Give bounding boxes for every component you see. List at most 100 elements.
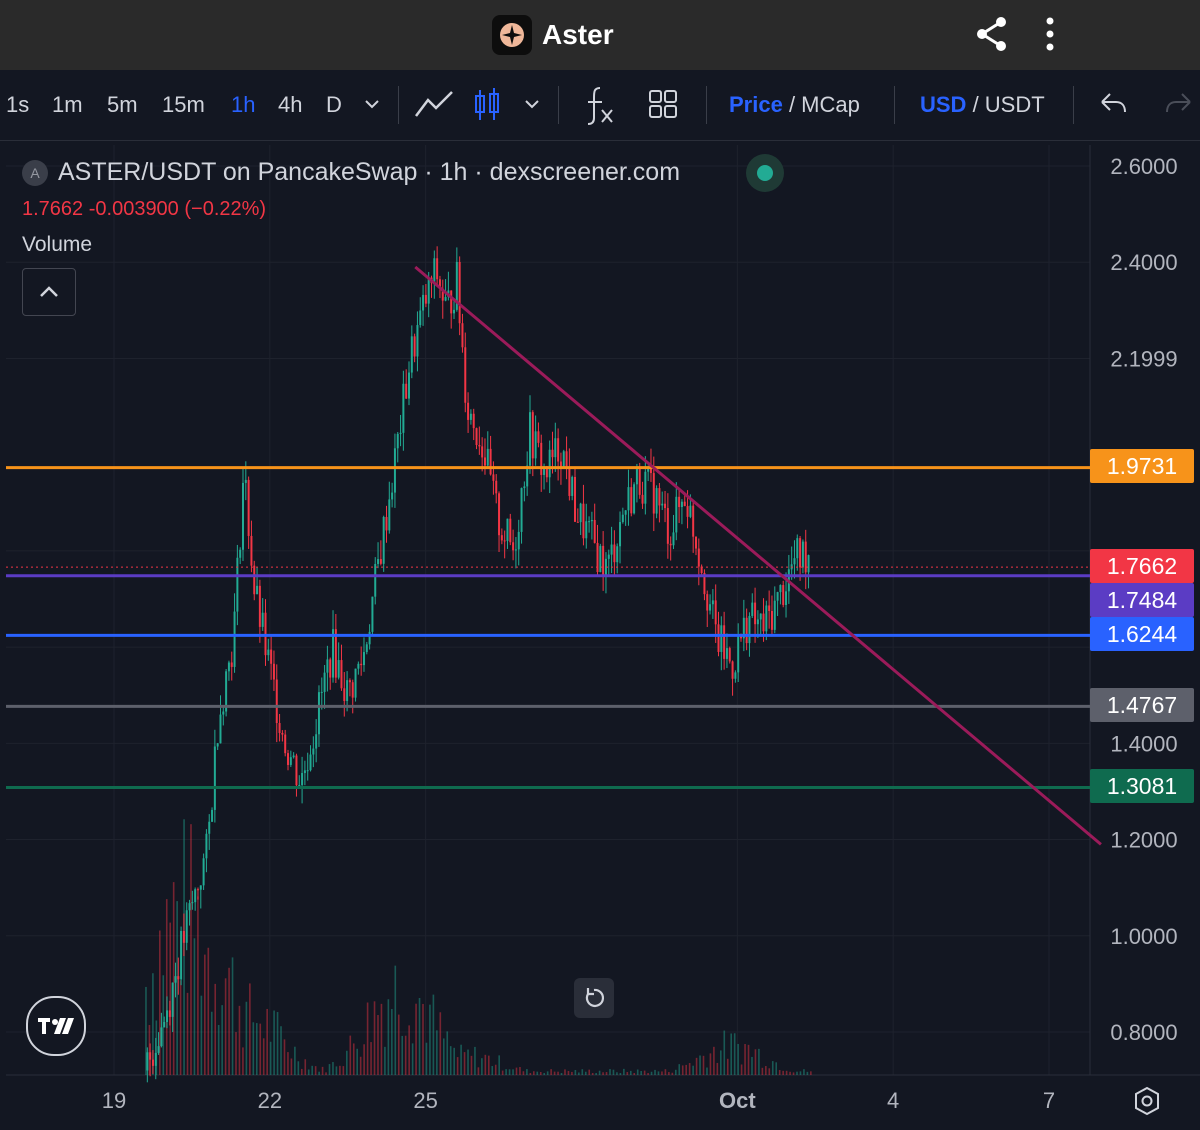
usdt-option[interactable]: USDT xyxy=(984,92,1045,117)
candle-body xyxy=(475,428,478,446)
collapse-legend-button[interactable] xyxy=(22,268,76,316)
candle-body xyxy=(734,672,737,679)
usd-option[interactable]: USD xyxy=(920,92,967,117)
volume-bar xyxy=(792,1072,795,1075)
volume-bar xyxy=(169,922,172,1075)
share-icon[interactable] xyxy=(972,14,1012,54)
volume-bar xyxy=(574,1070,577,1075)
timeframe-4h[interactable]: 4h xyxy=(278,92,303,117)
undo-icon[interactable] xyxy=(1098,70,1128,140)
candle-body xyxy=(613,544,616,563)
candle-body xyxy=(287,753,290,765)
candle-body xyxy=(295,755,298,786)
candle-body xyxy=(413,336,416,357)
price-axis-label: 1.2000 xyxy=(1110,828,1177,853)
timeframe-1h[interactable]: 1h xyxy=(231,92,256,117)
volume-bar xyxy=(650,1071,653,1075)
chart-type-chevron-down-icon[interactable] xyxy=(522,70,542,140)
candlestick-icon[interactable] xyxy=(472,70,502,140)
volume-bar xyxy=(484,1054,487,1075)
more-vertical-icon[interactable] xyxy=(1030,14,1070,54)
candle-body xyxy=(272,663,275,680)
timeframe-1s[interactable]: 1s xyxy=(6,92,30,117)
timeframe-15m[interactable]: 15m xyxy=(162,92,205,117)
candle-body xyxy=(219,714,222,744)
volume-bar xyxy=(342,1066,345,1075)
indicators-fx-icon[interactable] xyxy=(582,70,616,140)
volume-bar xyxy=(640,1071,642,1075)
volume-bar xyxy=(654,1069,656,1075)
timeframe-d[interactable]: D xyxy=(326,92,342,117)
volume-bar xyxy=(564,1069,566,1075)
candle-body xyxy=(498,493,501,536)
volume-bar xyxy=(224,978,227,1075)
volume-bar xyxy=(529,1073,532,1075)
toolbar-divider xyxy=(706,86,707,124)
price-tag-blue: 1.6244 xyxy=(1090,617,1194,651)
timeframe-5m[interactable]: 5m xyxy=(107,92,138,117)
candle-body xyxy=(520,488,523,532)
volume-bar xyxy=(238,1005,241,1075)
market-status-icon[interactable] xyxy=(746,154,784,192)
volume-bar xyxy=(695,1057,698,1075)
toggle-slash: / xyxy=(966,92,985,117)
candle-body xyxy=(323,672,326,692)
timeframe-1m[interactable]: 1m xyxy=(52,92,83,117)
line-chart-icon[interactable] xyxy=(414,70,454,140)
volume-bar xyxy=(190,824,192,1075)
candle-body xyxy=(250,535,253,566)
price-tag-purple: 1.7484 xyxy=(1090,583,1194,617)
currency-toggle[interactable]: USD / USDT xyxy=(920,70,1045,140)
tradingview-logo-icon[interactable] xyxy=(26,996,86,1056)
volume-bar xyxy=(678,1064,681,1075)
volume-bar xyxy=(449,1046,452,1075)
candle-body xyxy=(227,662,230,672)
mcap-option[interactable]: MCap xyxy=(801,92,860,117)
reset-chart-button[interactable] xyxy=(574,978,614,1018)
time-axis: 19 22 25 Oct 4 7 xyxy=(102,1088,1055,1113)
toolbar-divider xyxy=(558,86,559,124)
candle-body xyxy=(154,1052,157,1066)
candle-body xyxy=(728,648,731,662)
redo-icon[interactable] xyxy=(1164,70,1194,140)
volume-bar xyxy=(297,1061,300,1075)
candle-body xyxy=(303,770,306,774)
volume-bar xyxy=(775,1062,778,1075)
candle-body xyxy=(391,492,394,500)
volume-bar xyxy=(765,1066,767,1075)
layout-grid-icon[interactable] xyxy=(648,70,678,140)
volume-bar xyxy=(307,1069,310,1075)
price-mcap-toggle[interactable]: Price / MCap xyxy=(729,70,860,140)
volume-bar xyxy=(560,1073,563,1075)
price-option[interactable]: Price xyxy=(729,92,783,117)
volume-bar xyxy=(771,1061,774,1075)
volume-bar xyxy=(505,1069,507,1075)
volume-bar xyxy=(332,1062,334,1075)
volume-bar xyxy=(387,999,390,1075)
candle-body xyxy=(149,1052,152,1060)
volume-bar xyxy=(747,1044,750,1075)
volume-bar xyxy=(280,1026,282,1075)
volume-bar xyxy=(810,1071,812,1075)
candle-body xyxy=(261,612,264,627)
candle-body xyxy=(453,309,456,314)
volume-bar xyxy=(214,983,217,1075)
chart-settings-icon[interactable] xyxy=(1130,1084,1164,1118)
candle-body xyxy=(776,592,779,601)
candle-body xyxy=(607,554,610,559)
candle-body xyxy=(528,412,531,466)
volume-bar xyxy=(217,1024,220,1075)
timeframe-chevron-down-icon[interactable] xyxy=(362,70,382,140)
volume-bar xyxy=(436,1030,438,1075)
candle-body xyxy=(720,625,723,652)
symbol-title[interactable]: ASTER/USDT on PancakeSwap · 1h · dexscre… xyxy=(58,158,681,186)
volume-bar xyxy=(730,1033,733,1075)
candle-body xyxy=(672,532,675,546)
candle-body xyxy=(517,531,520,550)
volume-bar xyxy=(799,1071,802,1075)
volume-bar xyxy=(411,1043,414,1075)
volume-bar xyxy=(235,1032,237,1075)
chevron-up-icon xyxy=(40,286,58,297)
candle-body xyxy=(225,671,228,712)
